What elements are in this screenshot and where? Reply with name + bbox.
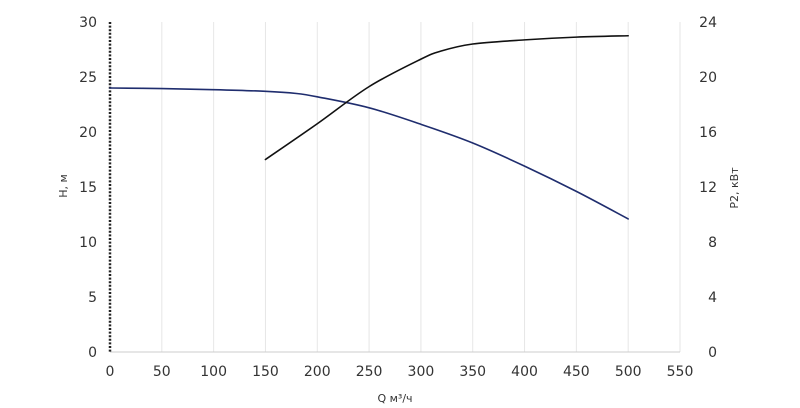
tick-labels: 0 50 100 150 200 250 300 350 400 450 500 5500510152… bbox=[79, 15, 717, 380]
y-left-tick-label-1: 5 bbox=[88, 290, 97, 306]
x-tick-label-4: 200 bbox=[304, 364, 331, 380]
y-left-tick-label-0: 0 bbox=[88, 345, 97, 361]
y-right-axis-title: P2, кВт bbox=[728, 167, 741, 209]
grid-lines bbox=[161, 22, 681, 352]
y-left-tick-label-6: 30 bbox=[79, 15, 97, 31]
y-right-tick-label-2: 8 bbox=[708, 235, 717, 251]
series-lines bbox=[109, 34, 629, 220]
x-tick-label-9: 450 bbox=[563, 364, 590, 380]
y-right-tick-label-1: 4 bbox=[708, 290, 717, 306]
y-left-tick-label-4: 20 bbox=[79, 125, 97, 141]
x-tick-label-1: 50 bbox=[153, 364, 171, 380]
x-tick-label-8: 400 bbox=[511, 364, 538, 380]
y-right-tick-label-6: 24 bbox=[699, 15, 717, 31]
y-left-axis-title: H, м bbox=[57, 174, 70, 198]
y-left-tick-label-5: 25 bbox=[79, 70, 97, 86]
x-tick-label-5: 250 bbox=[356, 364, 383, 380]
x-tick-label-0: 0 bbox=[106, 364, 115, 380]
y-right-tick-label-5: 20 bbox=[699, 70, 717, 86]
y-right-tick-label-0: 0 bbox=[708, 345, 717, 361]
x-tick-label-2: 100 bbox=[200, 364, 227, 380]
y-right-tick-label-4: 16 bbox=[699, 125, 717, 141]
y-left-tick-label-3: 15 bbox=[79, 180, 97, 196]
axes bbox=[108, 22, 680, 353]
power-curve-line bbox=[264, 34, 629, 161]
x-tick-label-10: 500 bbox=[615, 364, 642, 380]
y-left-tick-label-2: 10 bbox=[79, 235, 97, 251]
y-right-tick-label-3: 12 bbox=[699, 180, 717, 196]
x-tick-label-7: 350 bbox=[459, 364, 486, 380]
x-tick-label-3: 150 bbox=[252, 364, 279, 380]
x-axis-title: Q м³/ч bbox=[377, 392, 412, 405]
x-tick-label-6: 300 bbox=[408, 364, 435, 380]
head-curve-line bbox=[109, 87, 629, 220]
x-tick-label-11: 550 bbox=[667, 364, 694, 380]
